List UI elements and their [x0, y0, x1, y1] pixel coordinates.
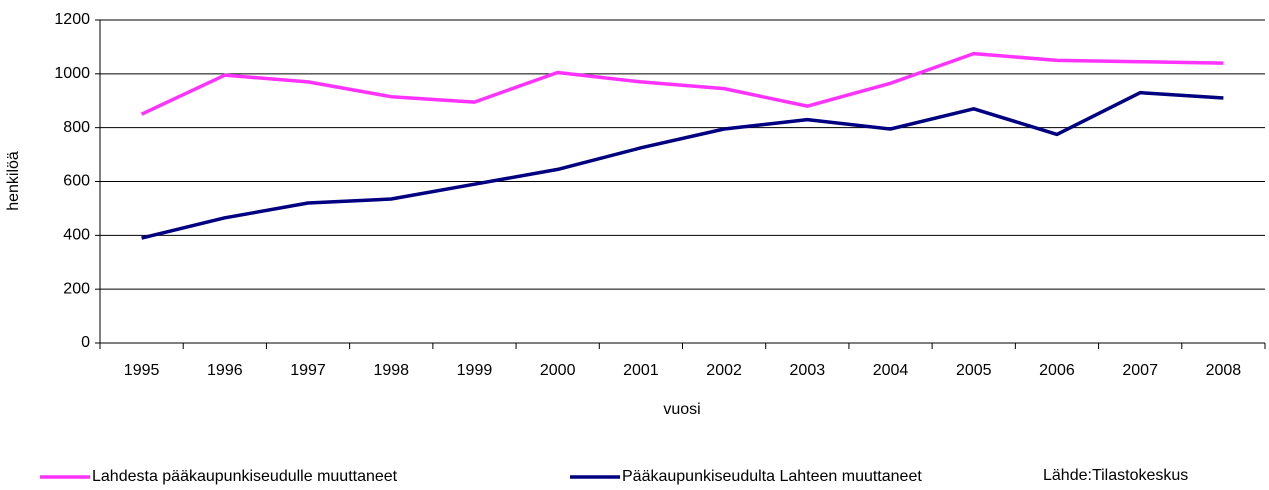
x-tick-label: 1999 [457, 362, 493, 379]
y-tick-label: 0 [81, 334, 90, 351]
x-tick-label: 2003 [790, 362, 826, 379]
x-tick-label: 2005 [956, 362, 992, 379]
y-tick-label: 200 [63, 280, 90, 297]
y-tick-label: 400 [63, 227, 90, 244]
legend-label: Lahdesta pääkaupunkiseudulle muuttaneet [92, 468, 398, 485]
x-tick-label: 1998 [373, 362, 409, 379]
x-tick-label: 2007 [1122, 362, 1158, 379]
y-tick-label: 1200 [54, 11, 90, 28]
y-tick-label: 1000 [54, 65, 90, 82]
x-tick-label: 1996 [207, 362, 243, 379]
x-axis-label: vuosi [663, 401, 700, 418]
x-tick-label: 2008 [1206, 362, 1242, 379]
series-line [141, 90, 1224, 240]
series-line [140, 51, 1224, 116]
y-tick-label: 800 [63, 119, 90, 136]
x-tick-label: 1997 [290, 362, 326, 379]
y-tick-label: 600 [63, 173, 90, 190]
x-tick-label: 2006 [1039, 362, 1075, 379]
legend-label: Pääkaupunkiseudulta Lahteen muuttaneet [622, 468, 922, 485]
x-tick-label: 2000 [540, 362, 576, 379]
x-tick-label: 2001 [623, 362, 659, 379]
x-tick-label: 1995 [124, 362, 160, 379]
x-tick-label: 2004 [873, 362, 909, 379]
y-axis-label: henkilöä [5, 151, 22, 211]
source-annotation: Lähde:Tilastokeskus [1043, 467, 1188, 484]
x-tick-label: 2002 [706, 362, 742, 379]
